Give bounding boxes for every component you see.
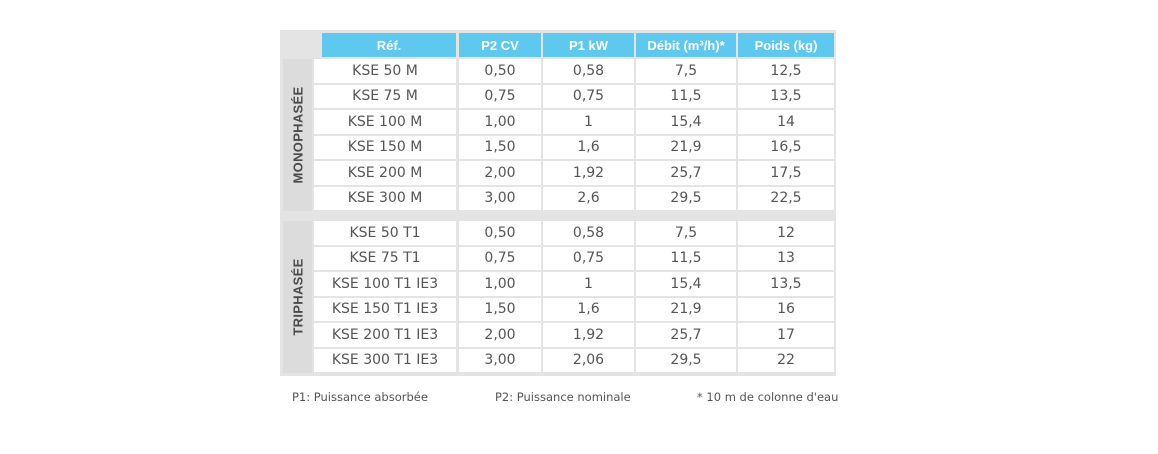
table-cell: 0,75 [459, 246, 541, 270]
header-cell: P2 CV [459, 33, 541, 57]
table-cell: 21,9 [636, 135, 736, 159]
table-cell: KSE 50 T1 [314, 221, 456, 245]
table-cell: 1 [543, 110, 634, 134]
table-cell: 2,06 [543, 348, 634, 372]
table-cell: 0,75 [543, 84, 634, 108]
table-cell: 1,92 [543, 161, 634, 185]
group-label: TRIPHASÉE [290, 258, 305, 336]
table-cell: 15,4 [636, 272, 736, 296]
table-cell: KSE 75 T1 [314, 246, 456, 270]
footnote: P1: Puissance absorbée [292, 390, 428, 404]
table-cell: 1,92 [543, 323, 634, 347]
table-cell: 16,5 [738, 135, 834, 159]
table-cell: 17,5 [738, 161, 834, 185]
table-cell: 1,6 [543, 297, 634, 321]
table-cell: 1,6 [543, 135, 634, 159]
table-cell: 2,6 [543, 186, 634, 210]
footnote: * 10 m de colonne d'eau [697, 390, 839, 404]
table-cell: 17 [738, 323, 834, 347]
group-label: MONOPHASÉE [290, 86, 305, 184]
table-cell: KSE 100 M [314, 110, 456, 134]
table-cell: 13,5 [738, 272, 834, 296]
table-cell: 29,5 [636, 186, 736, 210]
table-cell: 7,5 [636, 221, 736, 245]
table-cell: 3,00 [459, 348, 541, 372]
table-cell: 3,00 [459, 186, 541, 210]
table-cell: 22 [738, 348, 834, 372]
table-cell: 13,5 [738, 84, 834, 108]
table-cell: 15,4 [636, 110, 736, 134]
table-cell: 12,5 [738, 59, 834, 83]
table-cell: 7,5 [636, 59, 736, 83]
table-cell: 1,50 [459, 135, 541, 159]
table-cell: 0,50 [459, 59, 541, 83]
header-cell: Débit (m³/h)* [636, 33, 736, 57]
table-cell: 11,5 [636, 246, 736, 270]
table-cell: 14 [738, 110, 834, 134]
group-label-cell: TRIPHASÉE [283, 221, 312, 373]
table-cell: 1,00 [459, 110, 541, 134]
table-cell: 0,58 [543, 221, 634, 245]
table-cell: KSE 75 M [314, 84, 456, 108]
table-cell: 22,5 [738, 186, 834, 210]
table-cell: 0,50 [459, 221, 541, 245]
table-cell: 1,50 [459, 297, 541, 321]
group-label-cell: MONOPHASÉE [283, 59, 312, 211]
table-cell: 0,75 [543, 246, 634, 270]
table-cell: KSE 300 T1 IE3 [314, 348, 456, 372]
header-cell: Poids (kg) [738, 33, 834, 57]
table-cell: KSE 150 M [314, 135, 456, 159]
table-cell: 25,7 [636, 161, 736, 185]
table-cell: 2,00 [459, 161, 541, 185]
footnote: P2: Puissance nominale [495, 390, 631, 404]
table-cell: KSE 150 T1 IE3 [314, 297, 456, 321]
header-cell: Réf. [322, 33, 456, 57]
table-cell: KSE 200 M [314, 161, 456, 185]
table-cell: 16 [738, 297, 834, 321]
table-cell: KSE 50 M [314, 59, 456, 83]
table-cell: 1,00 [459, 272, 541, 296]
table-cell: KSE 100 T1 IE3 [314, 272, 456, 296]
table-cell: 29,5 [636, 348, 736, 372]
table-cell: KSE 200 T1 IE3 [314, 323, 456, 347]
table-cell: 12 [738, 221, 834, 245]
table-cell: 11,5 [636, 84, 736, 108]
header-cell: P1 kW [543, 33, 634, 57]
table-cell: 2,00 [459, 323, 541, 347]
table-cell: KSE 300 M [314, 186, 456, 210]
table-cell: 21,9 [636, 297, 736, 321]
table-cell: 25,7 [636, 323, 736, 347]
table-cell: 0,75 [459, 84, 541, 108]
table-cell: 1 [543, 272, 634, 296]
table-cell: 0,58 [543, 59, 634, 83]
table-cell: 13 [738, 246, 834, 270]
